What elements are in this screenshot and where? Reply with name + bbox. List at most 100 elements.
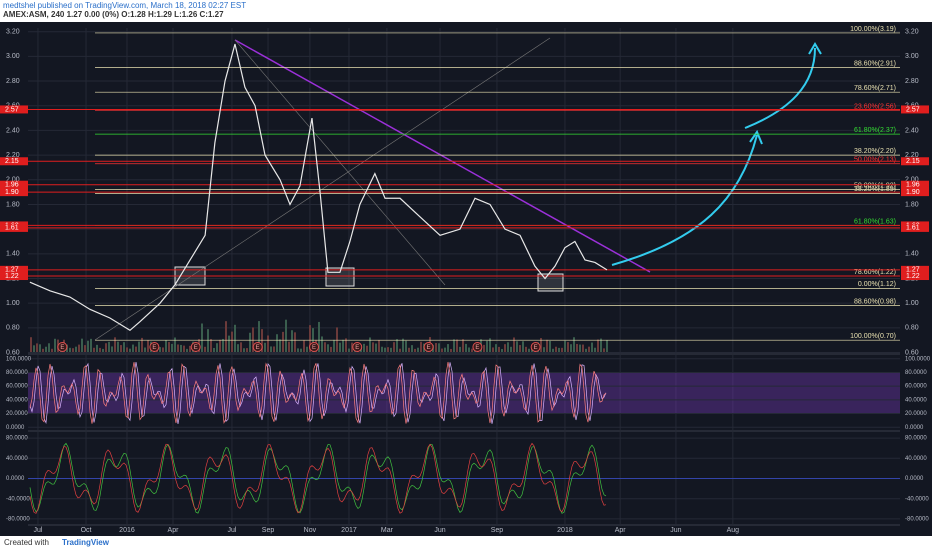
volume-bar (240, 342, 242, 352)
volume-bar (519, 345, 521, 352)
volume-bar (369, 337, 371, 352)
price-marker-box (0, 272, 28, 281)
volume-bar (606, 340, 608, 352)
volume-bar (126, 347, 128, 352)
y-tick-label: 2.40 (905, 127, 919, 134)
volume-bar (186, 348, 188, 352)
earnings-marker (423, 342, 434, 352)
volume-bar (348, 348, 350, 352)
volume-bar (303, 340, 305, 352)
volume-bar (135, 346, 137, 352)
fib-label: 0.00%(1.12) (858, 281, 896, 288)
volume-bar (297, 348, 299, 352)
volume-bar (498, 346, 500, 352)
osc-tick-label: 80.0000 (6, 436, 28, 442)
earnings-label: E (355, 345, 359, 351)
price-marker-label: 1.61 (5, 225, 19, 232)
created-with: Created with (4, 538, 49, 547)
volume-bar (342, 339, 344, 352)
volume-bar (75, 346, 77, 352)
earnings-marker (352, 342, 363, 352)
fib-label: 50.00%(1.92) (854, 182, 896, 189)
price-marker-box (901, 272, 929, 281)
price-marker-box (901, 105, 929, 114)
volume-bar (267, 335, 269, 352)
volume-bar (123, 342, 125, 352)
volume-bar (129, 348, 131, 352)
volume-bar (549, 340, 551, 352)
oscillator-line (29, 442, 607, 514)
earnings-label: E (534, 345, 538, 351)
x-tick-label: 2018 (557, 527, 573, 534)
volume-bar (258, 321, 260, 352)
arrow (611, 134, 758, 266)
osc-tick-label: 80.0000 (905, 436, 927, 442)
osc-tick-label: 20.0000 (6, 411, 28, 417)
y-tick-label: 1.00 (905, 300, 919, 307)
trendline (234, 39, 651, 273)
volume-bar (180, 344, 182, 352)
x-tick-label: Sep (491, 527, 504, 534)
volume-bar (282, 331, 284, 352)
x-tick-label: Jun (434, 527, 445, 534)
y-tick-label: 1.00 (6, 300, 20, 307)
osc-tick-label: -40.0000 (6, 496, 30, 502)
volume-bar (516, 341, 518, 352)
volume-bar (510, 346, 512, 352)
volume-bar (237, 344, 239, 352)
volume-bar (591, 342, 593, 352)
volume-bar (405, 340, 407, 352)
volume-bar (450, 348, 452, 352)
fib-label: 88.60%(2.91) (854, 60, 896, 67)
y-tick-label: 1.80 (6, 201, 20, 208)
y-tick-label: 0.60 (6, 349, 20, 356)
volume-bar (204, 346, 206, 352)
volume-bar (468, 347, 470, 352)
price-marker-label: 2.57 (906, 106, 920, 113)
volume-bar (390, 347, 392, 352)
volume-bar (453, 339, 455, 352)
volume-bar (228, 335, 230, 352)
earnings-marker (57, 342, 68, 352)
price-marker-label: 1.90 (906, 189, 920, 196)
earnings-marker (472, 342, 483, 352)
symbol: AMEX:ASM, 240 1.27 0.00 (0%) O:1.28 H:1.… (3, 10, 224, 19)
volume-bar (36, 343, 38, 352)
volume-bar (444, 347, 446, 352)
osc-tick-label: 100.0000 (905, 356, 931, 362)
price-marker-box (0, 265, 28, 274)
osc-tick-label: 100.0000 (6, 356, 32, 362)
price-marker-label: 1.27 (906, 267, 920, 274)
price-marker-box (901, 180, 929, 189)
volume-bar (456, 339, 458, 352)
volume-bar (81, 338, 83, 352)
volume-bar (561, 347, 563, 352)
price-marker-label: 1.22 (906, 273, 920, 280)
volume-bar (558, 347, 560, 352)
y-tick-label: 0.80 (905, 325, 919, 332)
y-tick-label: 2.40 (6, 127, 20, 134)
x-tick-label: Aug (727, 527, 740, 534)
volume-bar (573, 337, 575, 352)
volume-bar (210, 339, 212, 352)
volume-bar (399, 348, 401, 352)
volume-bar (333, 339, 335, 352)
volume-bar (264, 342, 266, 352)
volume-bar (87, 340, 89, 352)
volume-bar (279, 339, 281, 352)
price-marker-label: 2.15 (5, 158, 19, 165)
price-marker-label: 1.96 (906, 182, 920, 189)
volume-bar (564, 340, 566, 352)
volume-bar (231, 331, 233, 352)
arrow-head (808, 42, 822, 55)
volume-bar (51, 348, 53, 352)
y-tick-label: 1.40 (905, 251, 919, 258)
x-tick-label: Mar (381, 527, 394, 534)
fib-label: 78.60%(2.71) (854, 85, 896, 92)
earnings-marker (309, 342, 320, 352)
volume-bar (120, 345, 122, 352)
volume-bar (588, 346, 590, 352)
volume-bar (336, 327, 338, 352)
volume-bar (594, 347, 596, 352)
price-marker-box (0, 180, 28, 189)
